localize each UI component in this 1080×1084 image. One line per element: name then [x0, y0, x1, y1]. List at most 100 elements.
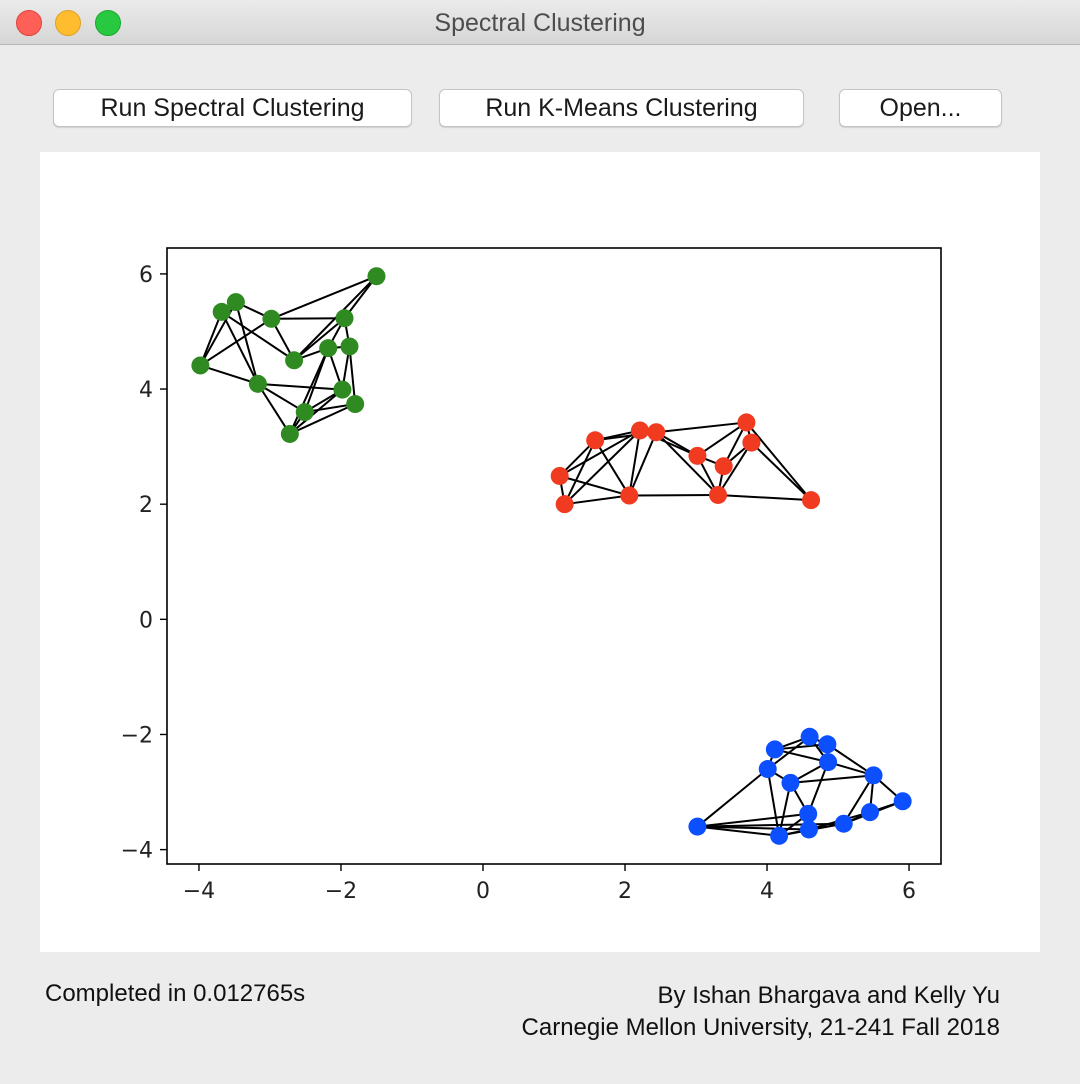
graph-edge: [220, 311, 259, 385]
data-point: [340, 337, 359, 356]
y-tick-label: 2: [139, 493, 153, 518]
graph-edge: [271, 275, 377, 320]
data-point: [248, 374, 267, 393]
data-point: [864, 766, 883, 785]
graph-edge: [717, 442, 753, 496]
data-point: [586, 431, 605, 450]
graph-edge: [697, 825, 780, 837]
graph-edge: [750, 441, 812, 501]
x-tick-label: −4: [183, 879, 215, 904]
graph-edge: [745, 421, 812, 501]
graph-edge: [563, 439, 597, 505]
graph-edge: [717, 493, 812, 502]
status-text: Completed in 0.012765s: [45, 980, 306, 1007]
y-tick-label: −4: [121, 839, 153, 864]
data-point: [799, 804, 818, 823]
data-point: [555, 495, 574, 514]
data-point: [781, 773, 800, 792]
data-point: [262, 309, 281, 328]
open-file-button[interactable]: Open...: [839, 89, 1002, 127]
data-point: [800, 727, 819, 746]
cluster-graph-chart: −4 −2 0 2 4 6 −4 −2 0 2 4 6: [121, 247, 942, 904]
credits-institution: Carnegie Mellon University, 21-241 Fall …: [521, 1014, 1000, 1041]
x-tick-label: 4: [760, 879, 774, 904]
graph-edge: [564, 494, 630, 506]
x-tick-label: 6: [902, 879, 916, 904]
credits-authors: By Ishan Bhargava and Kelly Yu: [657, 982, 1000, 1009]
data-point: [630, 421, 649, 440]
data-point: [367, 267, 386, 286]
graph-edge: [559, 429, 641, 477]
data-point: [819, 753, 838, 772]
data-point: [688, 817, 707, 836]
y-tick-label: 0: [139, 608, 153, 633]
plot-canvas: −4 −2 0 2 4 6 −4 −2 0 2 4 6: [40, 152, 1040, 952]
zoom-window-button[interactable]: [95, 10, 121, 36]
data-point: [335, 309, 354, 328]
data-point: [319, 339, 338, 358]
graph-edge: [289, 403, 356, 435]
data-point: [742, 433, 761, 452]
graph-edge: [257, 383, 306, 413]
close-window-button[interactable]: [16, 10, 42, 36]
data-point: [802, 491, 821, 510]
graph-edge: [257, 382, 343, 391]
y-tick-label: 6: [139, 263, 153, 288]
graph-edge: [778, 782, 792, 837]
credits: By Ishan Bhargava and Kelly Yu Carnegie …: [522, 980, 1000, 1044]
data-point: [765, 740, 784, 759]
graph-edge: [697, 822, 844, 828]
data-point: [758, 760, 777, 779]
data-point: [834, 814, 853, 833]
graph-edge: [655, 431, 719, 496]
run-kmeans-clustering-button[interactable]: Run K-Means Clustering: [439, 89, 804, 127]
graph-edge: [629, 493, 719, 497]
x-tick-label: 2: [618, 879, 632, 904]
data-point: [714, 457, 733, 476]
graph-edge: [697, 812, 809, 828]
run-spectral-clustering-button[interactable]: Run Spectral Clustering: [53, 89, 412, 127]
data-point: [333, 380, 352, 399]
data-point: [737, 413, 756, 432]
data-point: [346, 395, 365, 414]
data-point: [226, 293, 245, 312]
graph-edge: [766, 768, 781, 836]
x-tick-label: −2: [325, 879, 357, 904]
graph-edge: [656, 421, 747, 434]
graph-edge: [628, 431, 658, 496]
graph-edge: [293, 317, 346, 362]
data-point: [860, 803, 879, 822]
graph-edge: [842, 774, 875, 825]
graph-edge: [696, 768, 769, 828]
window-title: Spectral Clustering: [434, 9, 646, 37]
data-point: [280, 424, 299, 443]
graph-edge: [563, 429, 641, 505]
graph-edge: [594, 439, 631, 497]
data-point: [212, 302, 231, 321]
graph-edge: [288, 347, 330, 435]
graph-edge: [348, 346, 357, 405]
data-point: [893, 792, 912, 811]
title-bar[interactable]: Spectral Clustering: [0, 0, 1080, 45]
data-point: [770, 826, 789, 845]
data-point: [709, 485, 728, 504]
axes-frame: [166, 247, 942, 865]
graph-edge: [826, 743, 875, 777]
graph-edge: [257, 383, 291, 435]
graph-edge: [774, 748, 829, 764]
data-point: [295, 403, 314, 422]
graph-edge: [559, 475, 630, 497]
data-point: [647, 423, 666, 442]
data-point: [688, 446, 707, 465]
data-point: [285, 351, 304, 370]
graph-edge: [221, 311, 295, 362]
graph-edge: [271, 317, 345, 320]
y-tick-label: 4: [139, 378, 153, 403]
data-point: [191, 356, 210, 375]
graph-edge: [790, 774, 874, 784]
graph-edge: [807, 761, 830, 815]
graph-edge: [199, 311, 223, 366]
y-tick-label: −2: [121, 723, 153, 748]
minimize-window-button[interactable]: [55, 10, 81, 36]
